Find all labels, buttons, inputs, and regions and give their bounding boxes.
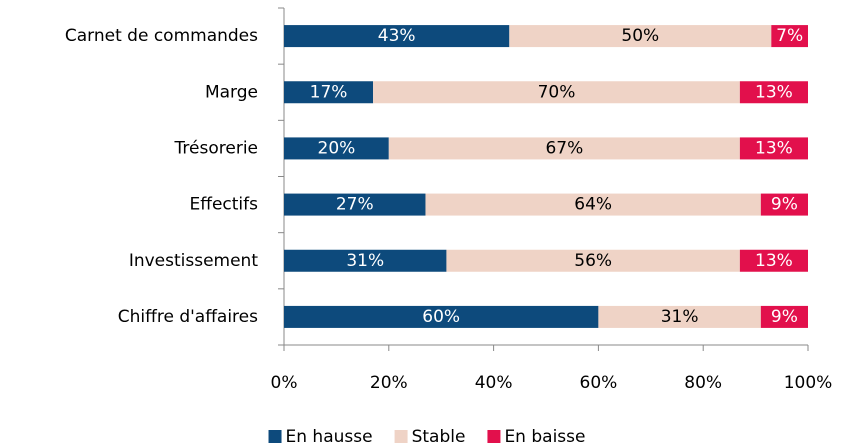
x-tick-label: 100% bbox=[784, 373, 833, 393]
legend-swatch bbox=[268, 430, 282, 443]
data-label: 70% bbox=[538, 82, 576, 102]
data-label: 56% bbox=[574, 251, 612, 271]
bar-segment bbox=[760, 193, 808, 216]
bar-segment bbox=[771, 25, 808, 48]
y-tick-label: Investissement bbox=[129, 251, 259, 271]
data-label: 64% bbox=[574, 195, 612, 215]
data-label: 9% bbox=[771, 307, 798, 327]
legend-label: Stable bbox=[412, 427, 466, 447]
bar-segment bbox=[446, 249, 740, 272]
legend-label: En baisse bbox=[504, 427, 585, 447]
data-label: 27% bbox=[336, 195, 374, 215]
x-tick-label: 0% bbox=[271, 373, 298, 393]
data-label: 43% bbox=[378, 26, 416, 46]
data-label: 9% bbox=[771, 195, 798, 215]
bar-segment bbox=[284, 25, 510, 48]
data-label: 67% bbox=[545, 138, 583, 158]
data-label: 13% bbox=[755, 82, 793, 102]
bar-segment bbox=[284, 249, 447, 272]
bar-segment bbox=[284, 305, 599, 328]
bar-segment bbox=[284, 81, 374, 104]
y-tick-label: Marge bbox=[205, 82, 258, 102]
legend-swatch bbox=[394, 430, 408, 443]
bar-segment bbox=[739, 249, 808, 272]
x-tick-label: 40% bbox=[475, 373, 513, 393]
bar-segment bbox=[739, 137, 808, 160]
y-tick-label: Effectifs bbox=[190, 195, 259, 215]
bar-segment bbox=[739, 81, 808, 104]
legend-label: En hausse bbox=[286, 427, 373, 447]
bar-segment bbox=[760, 305, 808, 328]
bar-segment bbox=[388, 137, 740, 160]
y-tick-label: Chiffre d'affaires bbox=[118, 307, 258, 327]
bar-segment bbox=[598, 305, 761, 328]
data-label: 17% bbox=[310, 82, 348, 102]
bar-segment bbox=[373, 81, 740, 104]
data-label: 13% bbox=[755, 138, 793, 158]
x-tick-label: 20% bbox=[370, 373, 408, 393]
data-label: 60% bbox=[422, 307, 460, 327]
y-tick-label: Trésorerie bbox=[174, 138, 258, 158]
x-tick-label: 60% bbox=[580, 373, 618, 393]
data-label: 31% bbox=[346, 251, 384, 271]
bar-segment bbox=[284, 137, 389, 160]
data-label: 13% bbox=[755, 251, 793, 271]
x-tick-label: 80% bbox=[684, 373, 722, 393]
bar-segment bbox=[284, 193, 426, 216]
data-label: 31% bbox=[661, 307, 699, 327]
legend-swatch bbox=[487, 430, 501, 443]
data-label: 50% bbox=[621, 26, 659, 46]
bar-segment bbox=[425, 193, 761, 216]
y-tick-label: Carnet de commandes bbox=[65, 26, 258, 46]
bar-segment bbox=[509, 25, 772, 48]
data-label: 20% bbox=[318, 138, 356, 158]
data-label: 7% bbox=[776, 26, 803, 46]
